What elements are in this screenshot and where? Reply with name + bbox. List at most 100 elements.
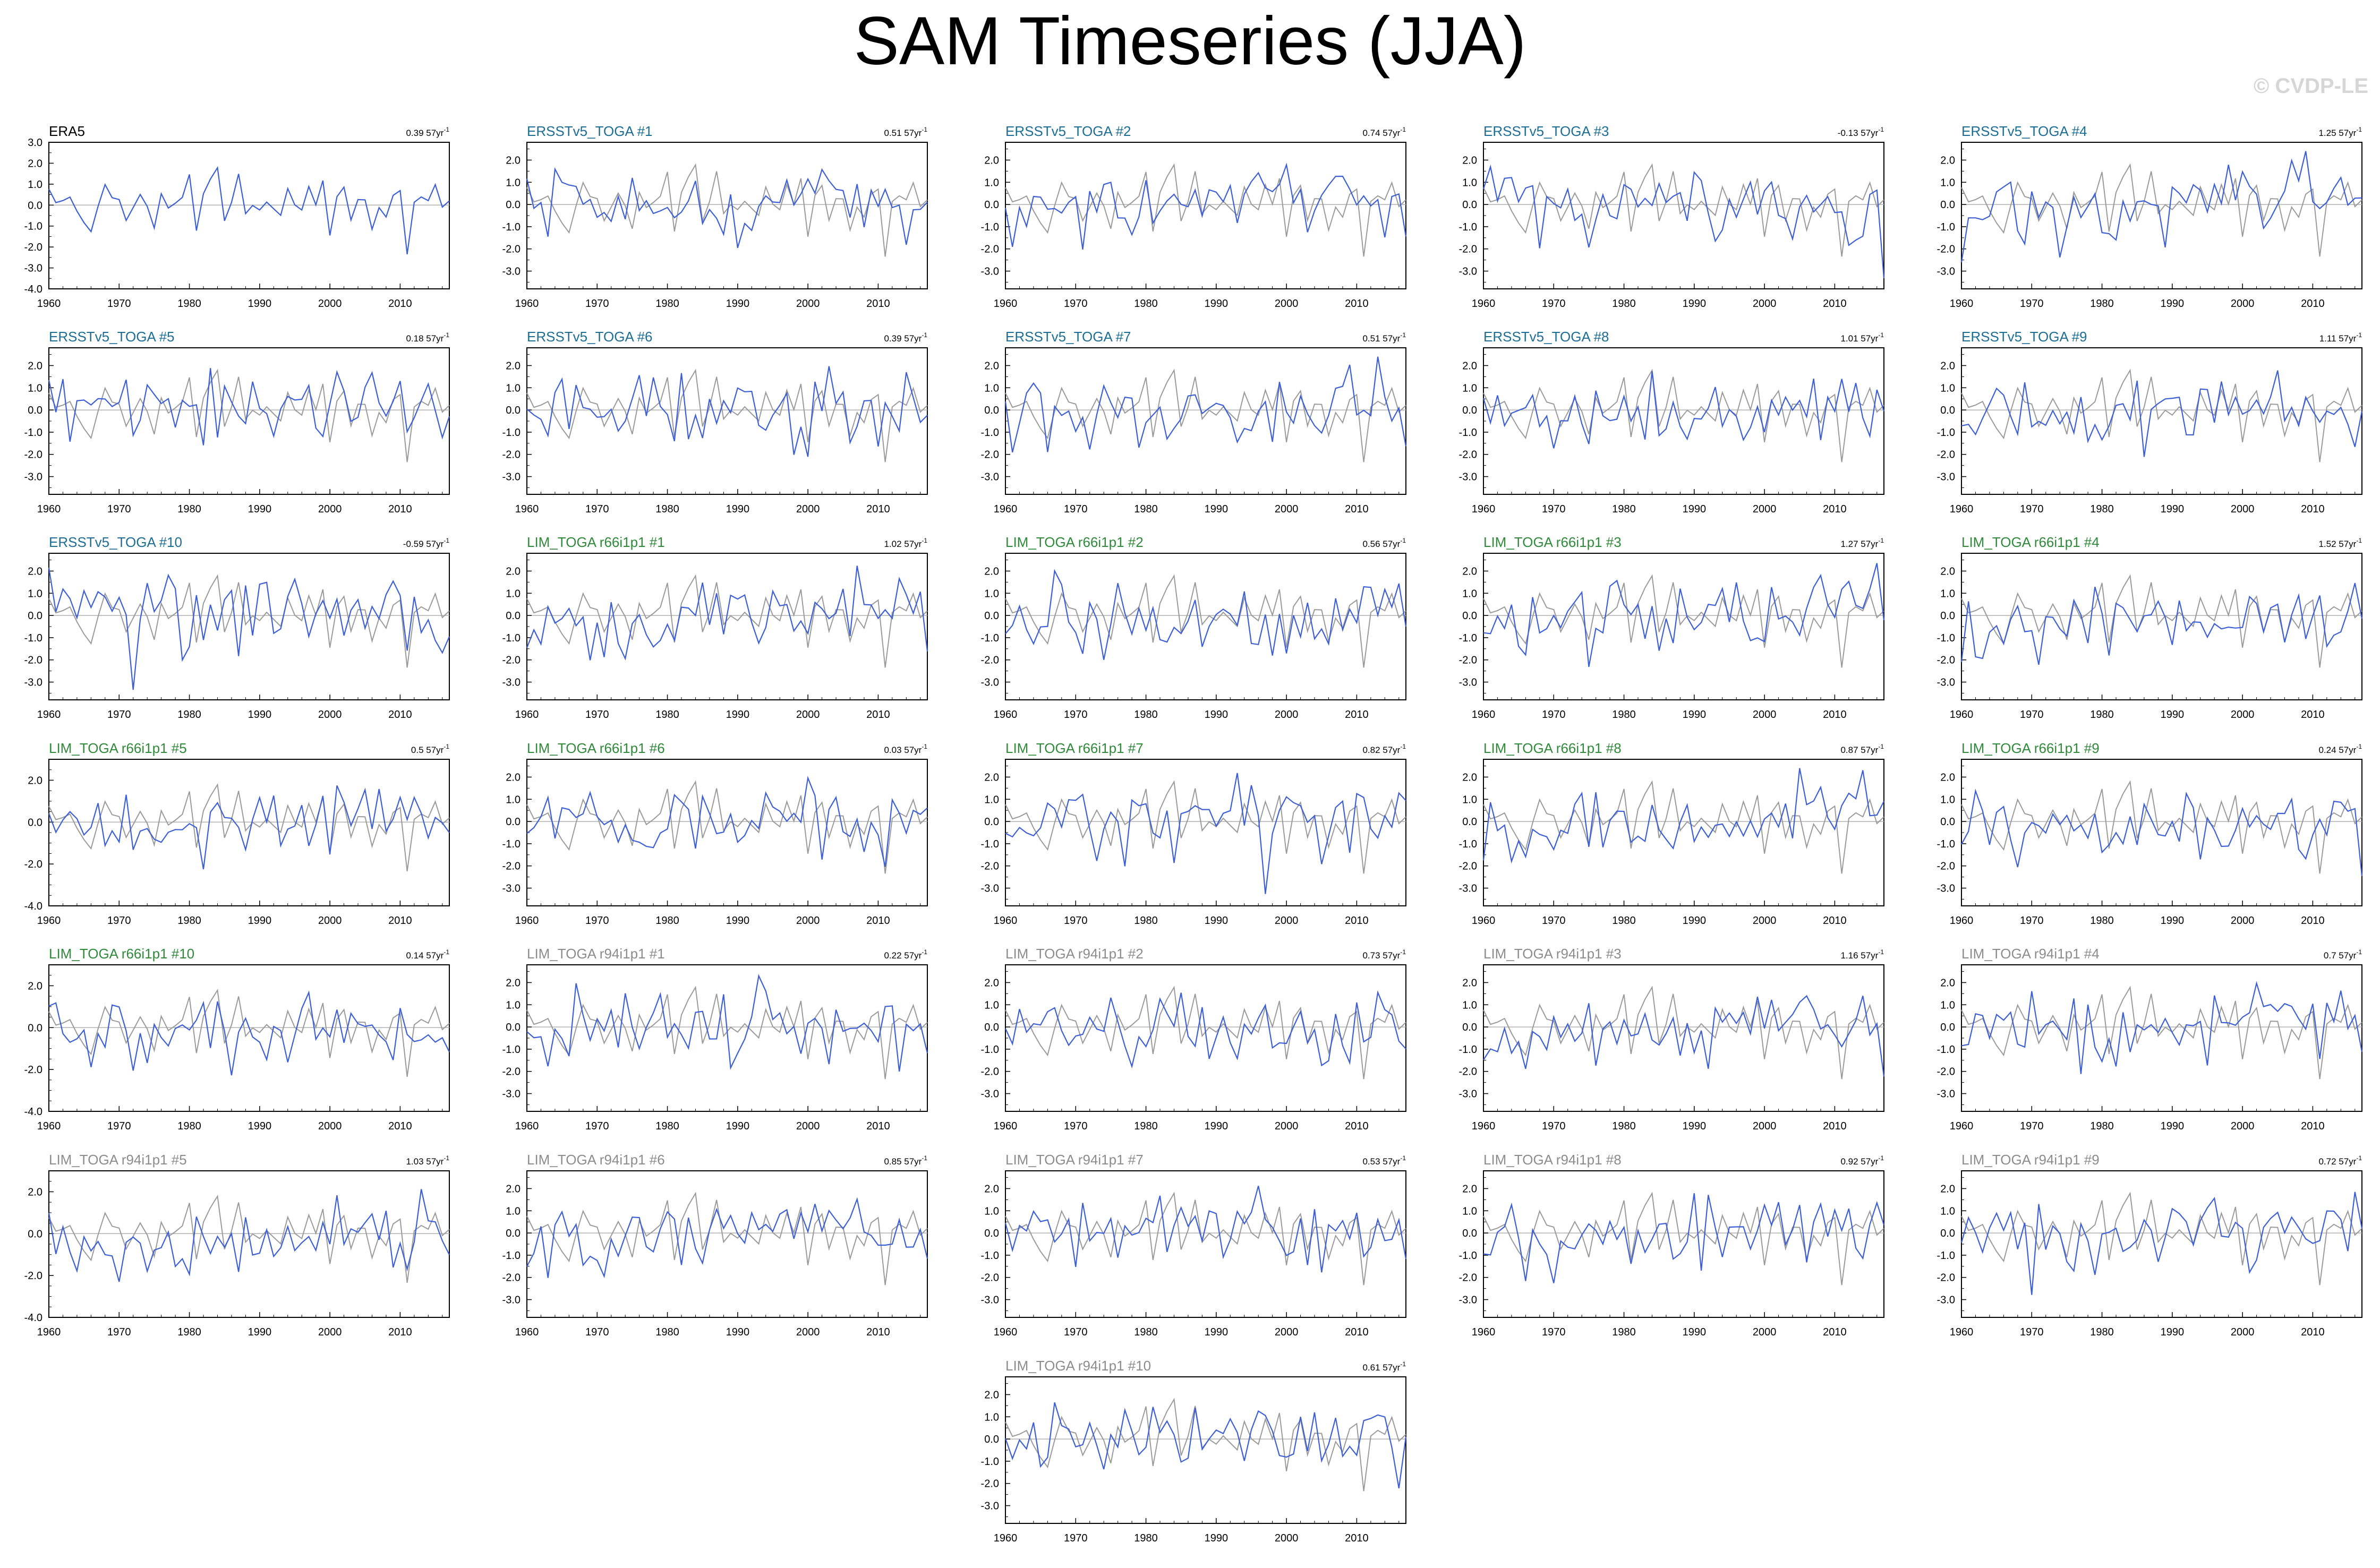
reference-series-line xyxy=(1483,574,1884,668)
x-tick-label: 1970 xyxy=(585,915,609,927)
x-tick-label: 1980 xyxy=(2090,1326,2114,1338)
x-tick-label: 1990 xyxy=(1205,915,1229,927)
panel-27: LIM_TOGA r94i1p1 #6 0.85 57yr-1 2.0 1.0 0.0 -… xyxy=(502,1152,928,1338)
panel-26: LIM_TOGA r94i1p1 #5 1.03 57yr-1 2.0 0.0 -2.0… xyxy=(24,1152,450,1338)
y-tick-label: 1.0 xyxy=(1940,794,1955,806)
panel-22: LIM_TOGA r94i1p1 #1 0.22 57yr-1 2.0 1.0 0.0 -… xyxy=(502,946,928,1132)
y-tick-label: -3.0 xyxy=(24,263,42,275)
trend-label: 1.11 57yr-1 xyxy=(2319,331,2362,344)
x-tick-label: 1970 xyxy=(2020,298,2044,310)
sam-series-line xyxy=(1004,1186,1407,1273)
y-tick-label: 0.0 xyxy=(1462,1022,1477,1033)
x-tick-label: 2010 xyxy=(388,1326,412,1338)
sam-series-line xyxy=(1961,981,2363,1074)
x-tick-label: 2010 xyxy=(1823,1120,1847,1132)
y-tick-label: -3.0 xyxy=(981,1089,999,1100)
x-tick-label: 1990 xyxy=(1205,1532,1229,1544)
x-tick-label: 1980 xyxy=(2090,915,2114,927)
x-tick-label: 1980 xyxy=(1612,1326,1636,1338)
x-tick-label: 1980 xyxy=(1612,1120,1636,1132)
x-tick-label: 1990 xyxy=(1683,709,1707,721)
y-tick-label: 2.0 xyxy=(1462,360,1477,372)
x-tick-label: 2010 xyxy=(1345,1120,1369,1132)
x-tick-label: 1990 xyxy=(1683,298,1707,310)
sam-series-line xyxy=(1960,151,2362,263)
panel-9: ERSSTv5_TOGA #8 1.01 57yr-1 2.0 1.0 0.0 -1.0 -… xyxy=(1459,329,1885,515)
y-tick-label: 0.0 xyxy=(28,1228,42,1240)
y-tick-label: -3.0 xyxy=(1459,1089,1477,1100)
y-tick-label: 0.0 xyxy=(28,200,42,211)
reference-series-line xyxy=(1005,163,1406,257)
x-tick-label: 1990 xyxy=(2161,1120,2185,1132)
trend-label: 0.61 57yr-1 xyxy=(1362,1360,1406,1373)
sam-series-line xyxy=(526,974,928,1072)
y-tick-label: -3.0 xyxy=(981,472,999,483)
x-tick-label: 1960 xyxy=(994,298,1018,310)
panel-28: LIM_TOGA r94i1p1 #7 0.53 57yr-1 2.0 1.0 0.0 -… xyxy=(981,1152,1407,1338)
plot-frame xyxy=(526,553,928,700)
y-tick-label: -2.0 xyxy=(1459,1066,1477,1078)
x-tick-label: 1970 xyxy=(107,915,131,927)
y-tick-label: 0.0 xyxy=(1940,405,1955,416)
y-tick-label: -3.0 xyxy=(502,472,521,483)
sam-series-line xyxy=(1960,582,2363,665)
y-tick-label: -2.0 xyxy=(1459,244,1477,255)
x-tick-label: 1980 xyxy=(2090,503,2114,515)
y-tick-label: 0.0 xyxy=(984,405,999,416)
y-tick-label: 0.0 xyxy=(1462,199,1477,211)
y-tick-label: -2.0 xyxy=(1937,861,1955,872)
y-tick-label: -2.0 xyxy=(981,1066,999,1078)
x-tick-label: 1970 xyxy=(2020,915,2044,927)
y-tick-label: 0.0 xyxy=(1940,816,1955,828)
y-tick-label: -1.0 xyxy=(1459,632,1477,644)
trend-label: 0.87 57yr-1 xyxy=(1840,743,1884,755)
panel-20: LIM_TOGA r66i1p1 #9 0.24 57yr-1 2.0 1.0 0.0 -… xyxy=(1937,740,2363,927)
y-tick-label: 0.0 xyxy=(1462,816,1477,828)
x-tick-label: 1960 xyxy=(1950,1326,1974,1338)
plot-frame xyxy=(48,142,450,289)
y-tick-label: 0.0 xyxy=(506,1228,521,1239)
y-tick-label: 2.0 xyxy=(984,360,999,372)
x-tick-label: 1960 xyxy=(1472,503,1496,515)
y-tick-label: -4.0 xyxy=(24,1312,42,1324)
x-tick-label: 1980 xyxy=(2090,298,2114,310)
y-tick-label: 2.0 xyxy=(28,158,42,169)
x-tick-label: 2010 xyxy=(388,709,412,721)
x-tick-label: 1960 xyxy=(1472,1326,1496,1338)
y-tick-label: -2.0 xyxy=(981,449,999,461)
panel-19: LIM_TOGA r66i1p1 #8 0.87 57yr-1 2.0 1.0 0.0 -… xyxy=(1459,740,1884,927)
x-tick-label: 1970 xyxy=(585,1120,609,1132)
plot-frame xyxy=(1961,142,2362,289)
x-tick-label: 1990 xyxy=(1205,503,1229,515)
y-tick-label: 1.0 xyxy=(1940,999,1955,1011)
x-tick-label: 2000 xyxy=(796,1120,820,1132)
panel-title: LIM_TOGA r66i1p1 #6 xyxy=(527,740,665,756)
y-tick-label: -3.0 xyxy=(24,472,42,483)
x-tick-label: 2010 xyxy=(866,503,890,515)
y-tick-label: -2.0 xyxy=(24,859,42,870)
panel-17: LIM_TOGA r66i1p1 #6 0.03 57yr-1 2.0 1.0 0.0 -… xyxy=(502,740,928,927)
y-tick-label: -2.0 xyxy=(1937,244,1955,255)
x-tick-label: 1980 xyxy=(177,709,201,721)
y-tick-label: 2.0 xyxy=(984,977,999,989)
trend-label: 0.53 57yr-1 xyxy=(1362,1154,1406,1167)
x-tick-label: 1980 xyxy=(1134,1120,1158,1132)
panel-13: LIM_TOGA r66i1p1 #2 0.56 57yr-1 2.0 1.0 0.0 -… xyxy=(981,534,1407,721)
y-tick-label: -2.0 xyxy=(981,1272,999,1284)
y-tick-label: 0.0 xyxy=(28,1022,42,1034)
y-tick-label: -3.0 xyxy=(502,1089,521,1100)
plot-frame xyxy=(1483,553,1884,700)
panel-title: ERSSTv5_TOGA #5 xyxy=(49,329,175,345)
sam-series-line xyxy=(1482,768,1884,864)
x-tick-label: 2000 xyxy=(318,709,342,721)
y-tick-label: -2.0 xyxy=(502,655,521,666)
y-tick-label: 0.0 xyxy=(1940,199,1955,211)
panel-title: LIM_TOGA r66i1p1 #5 xyxy=(49,740,187,756)
trend-label: 0.5 57yr-1 xyxy=(411,743,449,755)
y-tick-label: -3.0 xyxy=(24,677,42,689)
x-tick-label: 1980 xyxy=(1134,709,1158,721)
x-tick-label: 1980 xyxy=(1612,709,1636,721)
x-tick-label: 1980 xyxy=(1612,503,1636,515)
panel-5: ERSSTv5_TOGA #4 1.25 57yr-1 2.0 1.0 0.0 -1.0 -… xyxy=(1937,123,2362,310)
x-tick-label: 1960 xyxy=(1950,709,1974,721)
